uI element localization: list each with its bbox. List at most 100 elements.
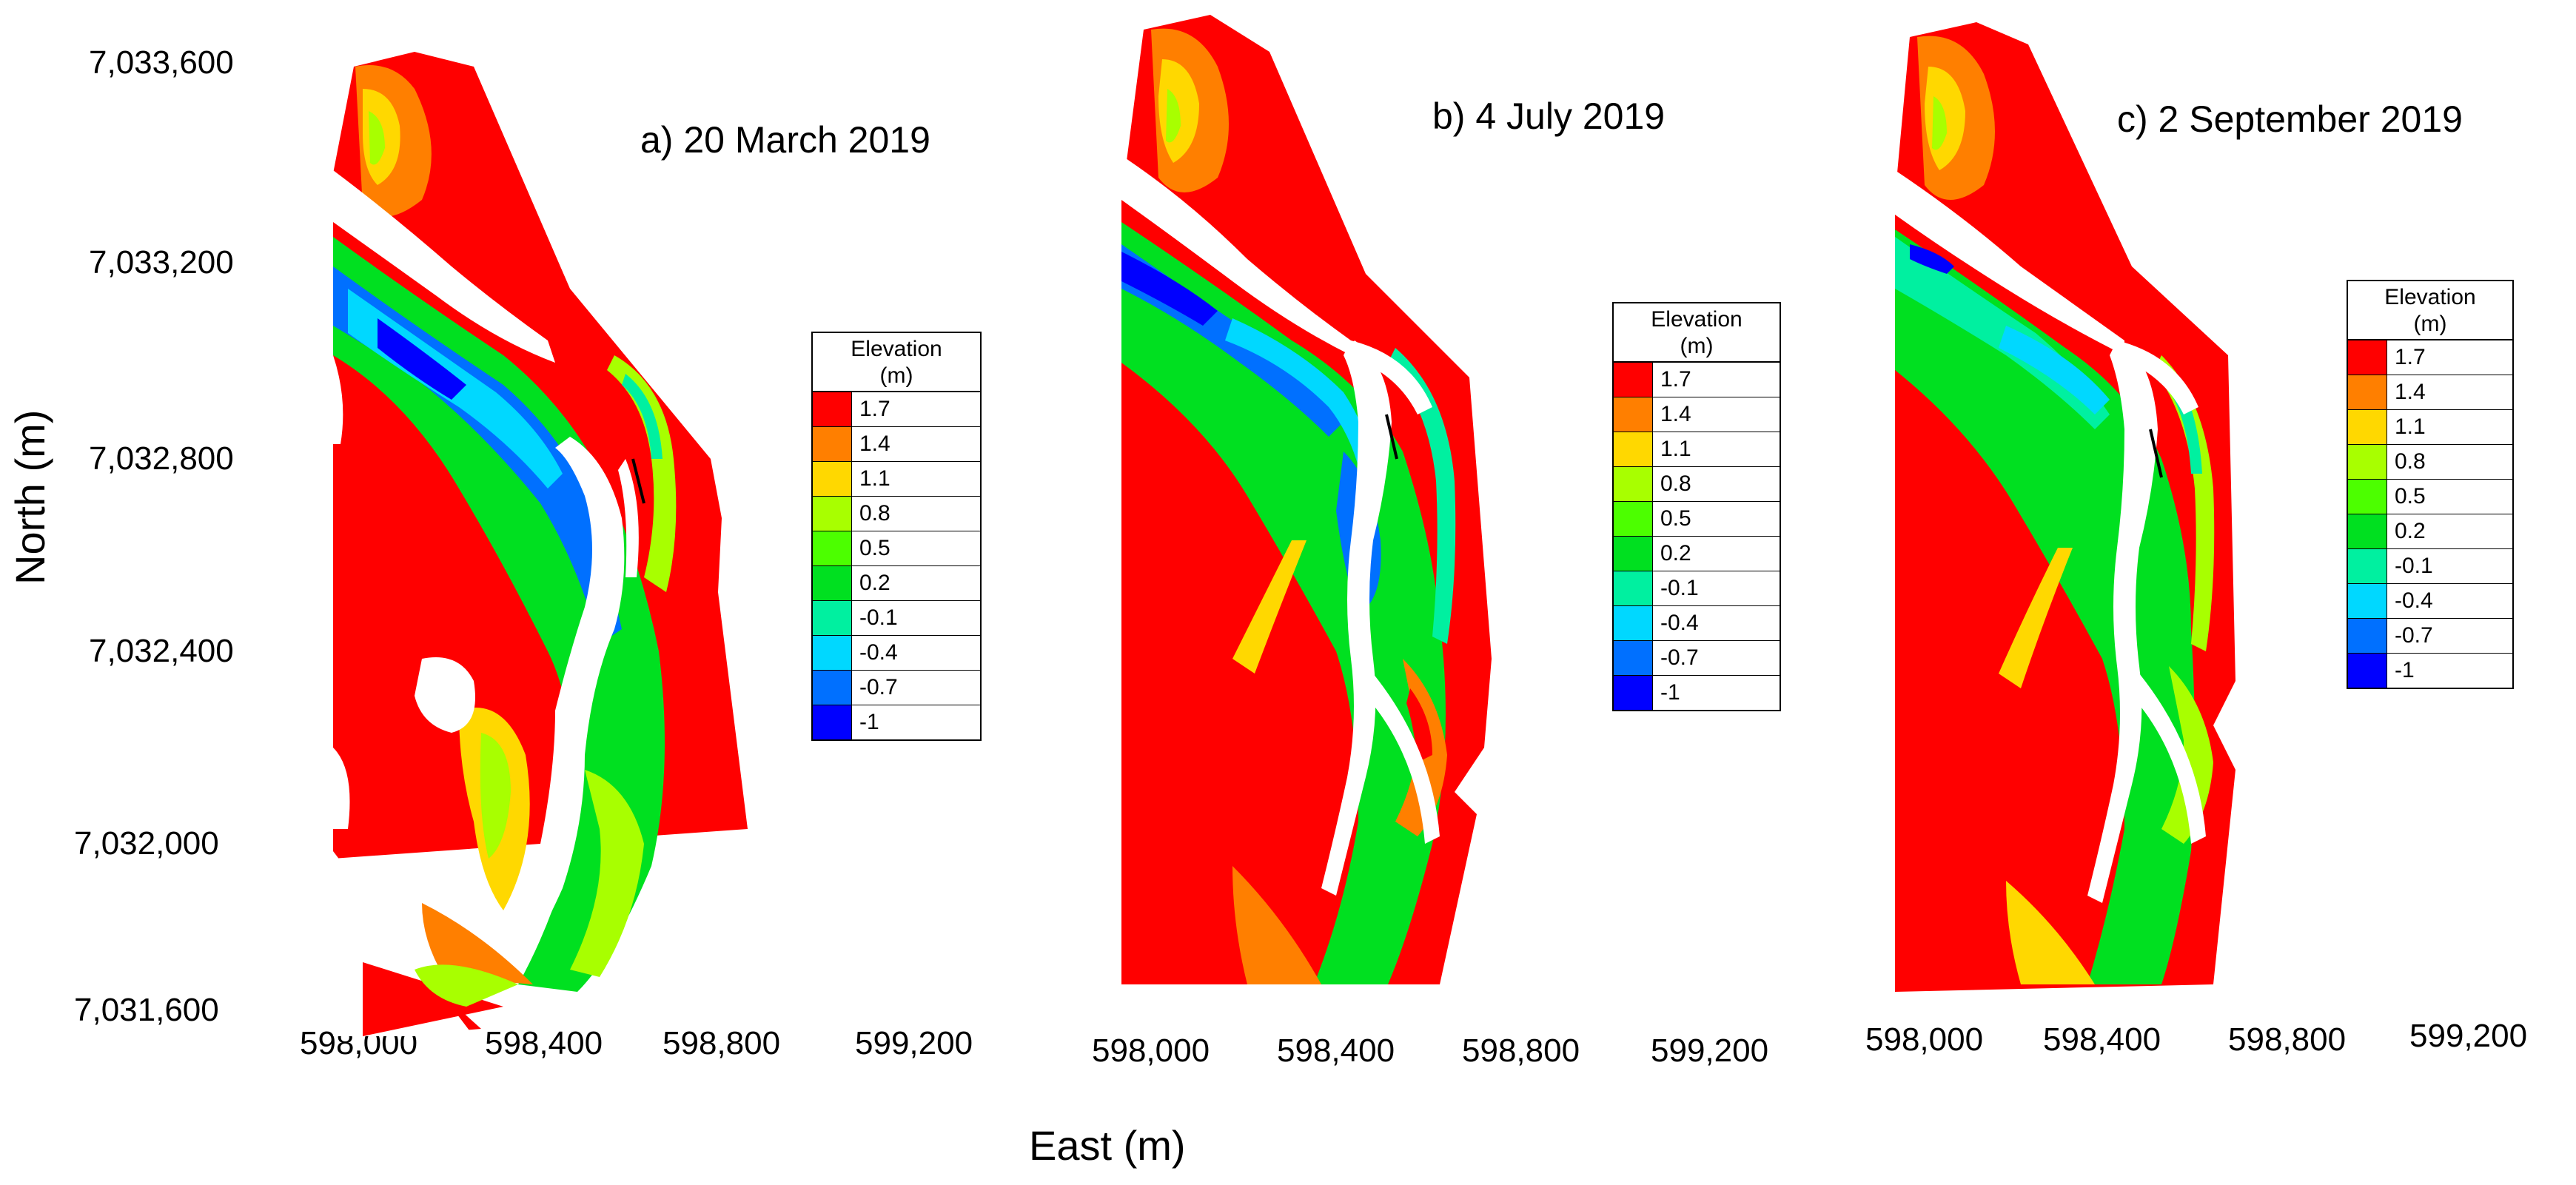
legend-value: 1.1	[2395, 414, 2426, 439]
legend-value: 0.2	[859, 571, 890, 595]
legend-row: 0.8	[1614, 467, 1780, 502]
legend-swatch	[813, 531, 852, 565]
panel-a-title: a) 20 March 2019	[640, 119, 930, 161]
legend-value: 1.1	[859, 466, 890, 491]
legend-value: 0.2	[1660, 541, 1691, 565]
legend-swatch	[1614, 676, 1653, 710]
legend-row: -0.4	[2348, 584, 2512, 619]
legend-row: -0.7	[813, 671, 980, 705]
legend-title: Elevation (m)	[2348, 281, 2512, 340]
legend-row: 0.8	[2348, 445, 2512, 480]
panel-c-elevation-map	[1895, 22, 2235, 992]
legend-value: 1.4	[2395, 380, 2426, 404]
legend-value: 1.1	[1660, 437, 1691, 461]
legend-row: 1.4	[813, 427, 980, 462]
legend-swatch	[813, 671, 852, 705]
legend-value: 0.8	[2395, 449, 2426, 474]
panel-b-title: b) 4 July 2019	[1432, 95, 1666, 137]
x-tick-label: 598,000	[1865, 1021, 1984, 1058]
legend-row: 1.4	[2348, 375, 2512, 410]
legend-row: 0.5	[1614, 502, 1780, 537]
legend-swatch	[2348, 584, 2387, 618]
x-tick-label: 598,400	[485, 1025, 603, 1061]
legend-rows: 1.7 1.4 1.1 0.8 0.5 0.2 -0.1 -0.4 -0.7 -1	[2348, 340, 2512, 688]
legend-value: -0.1	[1660, 576, 1699, 600]
legend-swatch	[813, 497, 852, 531]
legend-swatch	[1614, 502, 1653, 536]
legend-row: 1.1	[1614, 432, 1780, 467]
legend-row: 1.4	[1614, 397, 1780, 432]
legend-row: 1.7	[1614, 363, 1780, 397]
panel-b-elevation-map	[1121, 15, 1492, 984]
legend-swatch	[813, 601, 852, 635]
y-tick-label: 7,031,600	[74, 992, 219, 1028]
x-tick-label: 599,200	[2409, 1018, 2528, 1054]
legend-swatch	[813, 566, 852, 600]
river-channel-upper	[1121, 155, 1351, 355]
legend-rows: 1.7 1.4 1.1 0.8 0.5 0.2 -0.1 -0.4 -0.7 -1	[1614, 363, 1780, 710]
legend-row: 0.2	[813, 566, 980, 601]
y-tick-label: 7,032,000	[74, 825, 219, 862]
legend-value: 0.5	[859, 536, 890, 560]
legend-swatch	[2348, 340, 2387, 375]
legend-row: 0.5	[2348, 480, 2512, 514]
legend-value: -1	[2395, 658, 2415, 682]
river-channel-main	[1321, 340, 1392, 896]
legend-title: Elevation (m)	[813, 333, 980, 392]
legend-row: 1.7	[2348, 340, 2512, 375]
legend-row: 0.2	[2348, 514, 2512, 549]
legend-value: 0.8	[1660, 471, 1691, 496]
x-tick-label: 598,400	[2043, 1021, 2161, 1058]
legend-value: 1.7	[859, 397, 890, 421]
legend-row: -0.7	[1614, 641, 1780, 676]
legend-row: 0.8	[813, 497, 980, 531]
x-tick-label: 598,800	[663, 1025, 781, 1061]
panel-a-elevation-map	[333, 52, 748, 1036]
legend-rows: 1.7 1.4 1.1 0.8 0.5 0.2 -0.1 -0.4 -0.7 -1	[813, 392, 980, 739]
legend-swatch	[2348, 410, 2387, 444]
legend-swatch	[2348, 375, 2387, 409]
legend-swatch	[2348, 549, 2387, 583]
legend-swatch	[1614, 467, 1653, 501]
river-belt	[1895, 229, 2195, 984]
river-channel-upper	[333, 170, 555, 363]
legend-panel-a: Elevation (m) 1.7 1.4 1.1 0.8 0.5 0.2 -0.1 -0.4…	[811, 332, 982, 741]
legend-swatch	[1614, 641, 1653, 675]
legend-value: -0.7	[2395, 623, 2433, 648]
legend-value: 0.2	[2395, 519, 2426, 543]
legend-row: -0.1	[813, 601, 980, 636]
y-axis-title: North (m)	[7, 409, 53, 585]
legend-panel-b: Elevation (m) 1.7 1.4 1.1 0.8 0.5 0.2 -0.1 -0.4…	[1612, 302, 1781, 711]
river-channel-upper	[1895, 170, 2124, 355]
legend-swatch	[1614, 432, 1653, 466]
legend-swatch	[813, 636, 852, 670]
x-tick-label: 599,200	[855, 1025, 973, 1061]
legend-swatch	[1614, 571, 1653, 605]
x-tick-label: 598,400	[1277, 1033, 1395, 1069]
y-tick-label: 7,032,400	[89, 633, 234, 669]
legend-row: -0.7	[2348, 619, 2512, 654]
legend-value: 0.5	[1660, 506, 1691, 531]
legend-swatch	[1614, 363, 1653, 397]
legend-value: 1.7	[2395, 345, 2426, 369]
legend-value: -1	[1660, 680, 1680, 705]
legend-swatch	[1614, 606, 1653, 640]
legend-value: -0.1	[2395, 554, 2433, 578]
legend-value: 1.4	[859, 432, 890, 456]
legend-swatch	[2348, 445, 2387, 479]
legend-value: -0.1	[859, 605, 898, 630]
y-tick-label: 7,033,200	[89, 244, 234, 281]
y-tick-label: 7,032,800	[89, 440, 234, 477]
legend-row: 1.1	[2348, 410, 2512, 445]
legend-row: -0.1	[1614, 571, 1780, 606]
legend-swatch	[2348, 619, 2387, 653]
legend-panel-c: Elevation (m) 1.7 1.4 1.1 0.8 0.5 0.2 -0.1 -0.4…	[2347, 280, 2514, 689]
river-channel-main	[2087, 340, 2158, 903]
legend-swatch	[813, 427, 852, 461]
x-tick-label: 598,800	[1462, 1033, 1580, 1069]
legend-row: -0.1	[2348, 549, 2512, 584]
legend-value: -0.7	[1660, 645, 1699, 670]
legend-row: -1	[1614, 676, 1780, 710]
legend-swatch	[813, 705, 852, 739]
legend-swatch	[2348, 480, 2387, 514]
